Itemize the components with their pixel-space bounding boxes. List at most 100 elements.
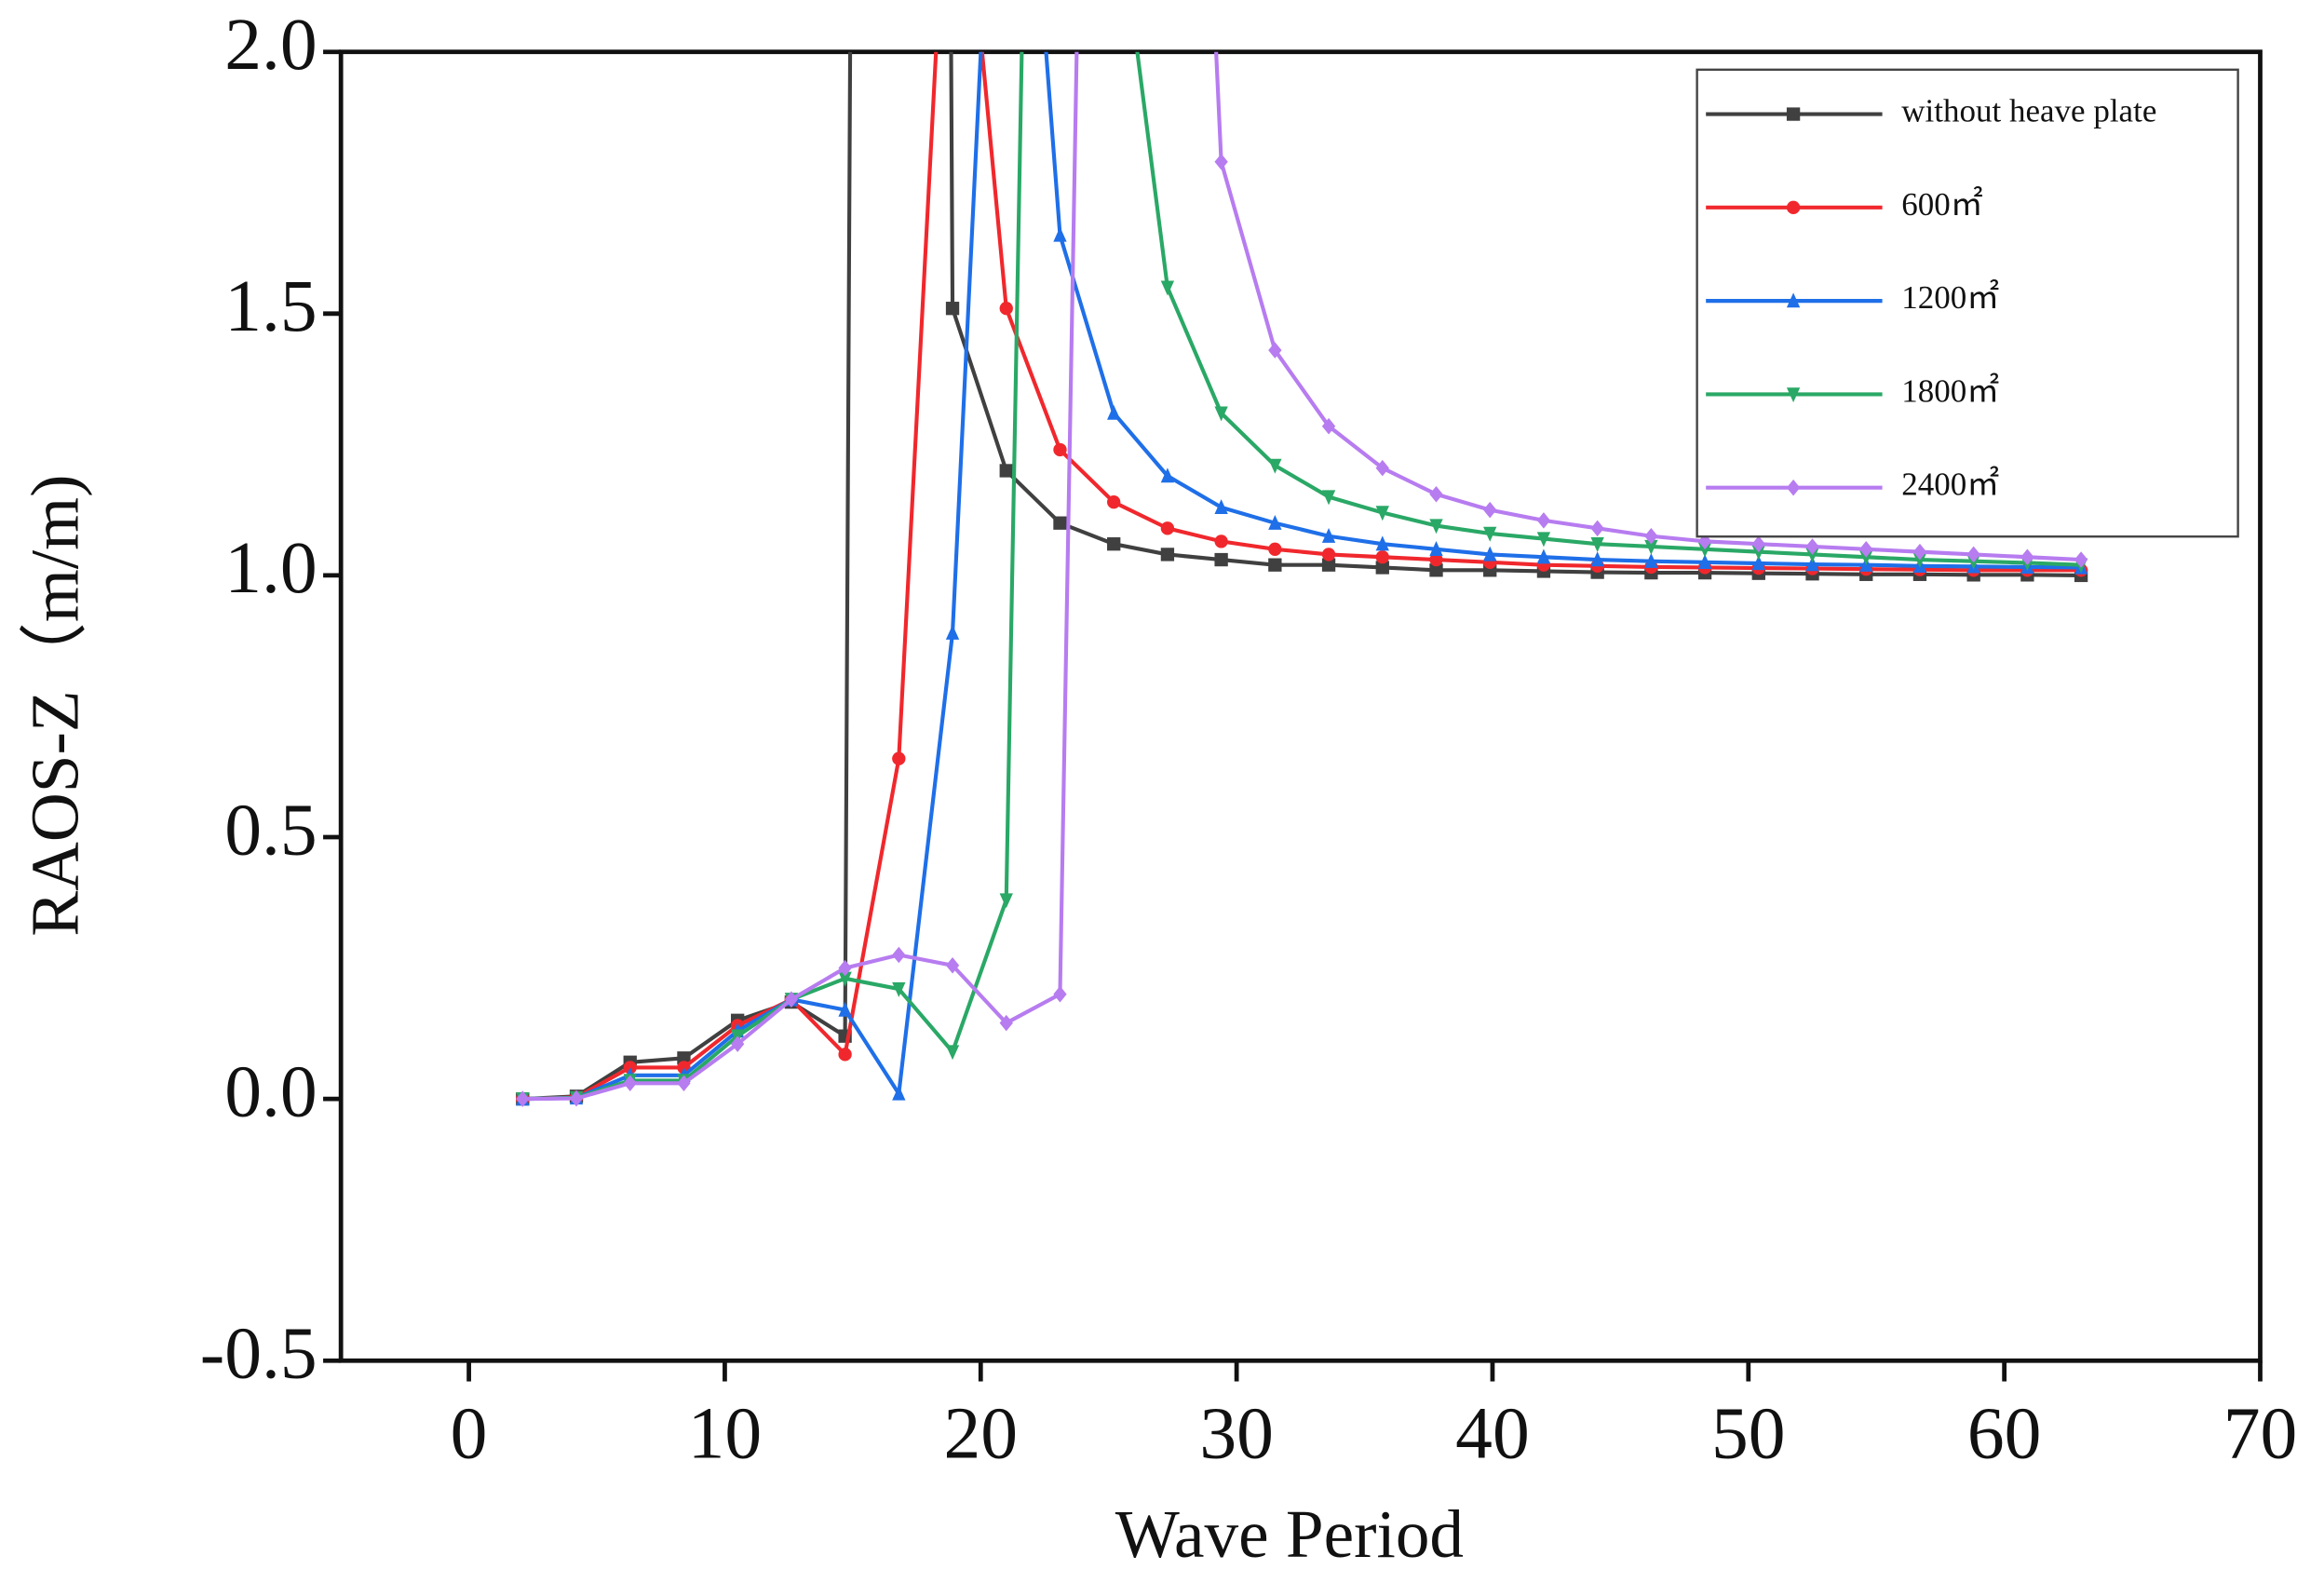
marker [1805, 548, 1819, 563]
legend-label: 1800㎡ [1901, 372, 1999, 409]
plot-frame [338, 49, 2263, 1363]
marker [1214, 552, 1228, 567]
marker [1429, 563, 1443, 577]
marker [1536, 548, 1551, 564]
marker [945, 1045, 960, 1061]
y-tick-label: 1.5 [224, 265, 317, 347]
marker [1053, 226, 1067, 242]
marker [892, 751, 906, 765]
marker [1268, 458, 1282, 474]
marker [1859, 541, 1873, 558]
marker [1644, 552, 1658, 568]
y-tick-label: 0.5 [224, 789, 317, 871]
x-tick-label: 60 [1967, 1392, 2042, 1474]
marker [999, 302, 1013, 316]
marker [1697, 554, 1712, 570]
marker [1160, 548, 1175, 561]
y-tick-label: 0.0 [224, 1050, 317, 1132]
marker [1536, 532, 1551, 548]
y-tick-label: -0.5 [200, 1313, 318, 1395]
marker [1321, 417, 1336, 435]
marker [945, 625, 960, 640]
x-tick-label: 20 [943, 1392, 1018, 1474]
x-axis-label: Wave Period [1115, 1496, 1464, 1572]
marker [1160, 280, 1175, 296]
marker [1268, 558, 1282, 572]
y-tick-label: 2.0 [224, 4, 317, 86]
marker [1751, 535, 1765, 552]
marker [1536, 512, 1551, 529]
marker [1590, 537, 1604, 552]
marker [999, 464, 1013, 478]
marker [1268, 514, 1282, 530]
marker [1107, 537, 1121, 551]
marker [1483, 546, 1497, 561]
x-tick-label: 40 [1455, 1392, 1530, 1474]
marker [677, 1051, 691, 1065]
marker [1321, 558, 1336, 572]
marker [945, 302, 960, 316]
marker [1053, 985, 1067, 1003]
marker [1912, 543, 1927, 561]
marker [1644, 539, 1658, 555]
marker [1751, 555, 1765, 571]
marker [1375, 550, 1389, 564]
x-tick-label: 50 [1711, 1392, 1786, 1474]
legend-box [1696, 68, 2239, 538]
marker [1429, 519, 1443, 534]
marker [2074, 551, 2088, 568]
marker [1214, 499, 1228, 514]
marker [1321, 528, 1336, 543]
y-axis-label: RAOS-Z（m/m) [18, 475, 93, 937]
marker [1107, 404, 1121, 420]
marker [516, 1090, 530, 1107]
legend-label: 2400㎡ [1901, 466, 1999, 503]
marker [1966, 546, 1980, 563]
marker [1912, 552, 1927, 568]
marker [1590, 520, 1604, 537]
marker [1268, 542, 1282, 556]
marker [1483, 501, 1497, 519]
marker [1786, 292, 1801, 308]
marker [1053, 516, 1067, 530]
marker [892, 946, 906, 964]
y-tick-label: 1.0 [224, 527, 317, 609]
marker [1214, 154, 1228, 170]
marker [1321, 548, 1336, 561]
marker [1483, 526, 1497, 542]
marker [1053, 442, 1067, 457]
x-tick-label: 70 [2223, 1392, 2298, 1474]
marker [784, 991, 799, 1008]
marker [838, 1001, 852, 1017]
marker [1429, 552, 1443, 567]
x-tick-label: 30 [1199, 1392, 1274, 1474]
marker [2020, 548, 2034, 565]
marker [999, 893, 1013, 909]
marker [1375, 506, 1389, 521]
marker [1375, 535, 1389, 551]
marker [1429, 541, 1443, 556]
marker [1160, 521, 1175, 535]
marker [1805, 556, 1819, 572]
marker [838, 1048, 852, 1062]
series-line [522, 51, 2082, 1102]
x-tick-label: 0 [451, 1392, 488, 1474]
x-tick-label: 10 [688, 1392, 763, 1474]
legend-label: 600㎡ [1901, 185, 1983, 223]
marker [1107, 495, 1121, 509]
marker [1805, 538, 1819, 555]
marker [1786, 107, 1801, 121]
marker [1590, 551, 1604, 567]
marker [1375, 561, 1389, 575]
marker [892, 981, 906, 997]
marker [1429, 486, 1443, 503]
marker [1697, 542, 1712, 558]
marker [1644, 528, 1658, 545]
marker [838, 959, 852, 977]
marker [838, 971, 852, 987]
marker [1321, 490, 1336, 506]
marker [1859, 550, 1873, 565]
marker [1751, 545, 1765, 561]
